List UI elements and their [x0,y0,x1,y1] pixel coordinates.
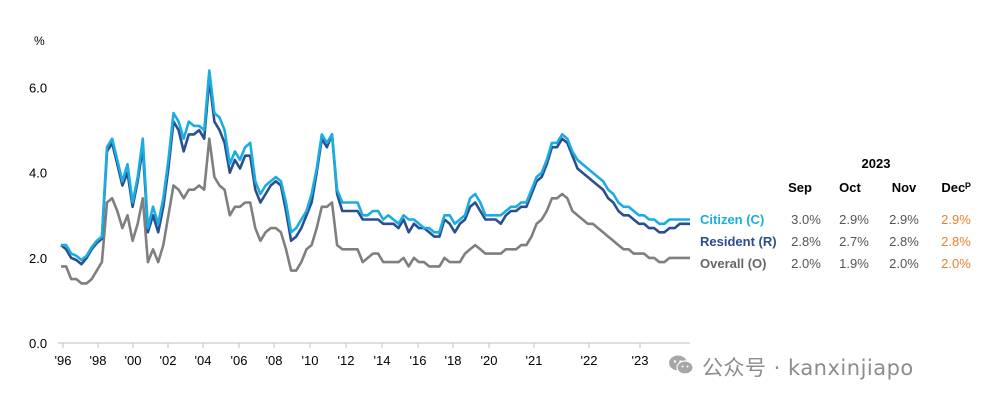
cell-r-sep: 2.8% [791,234,821,249]
cell-c-oct: 2.9% [839,212,869,227]
table-year: 2023 [862,156,891,171]
wechat-icon [669,355,694,375]
watermark-text: 公众号 · kanxinjiapo [702,356,914,380]
y-tick-label: 0.0 [29,336,47,351]
cell-r-nov: 2.8% [889,234,919,249]
cell-r-oct: 2.7% [839,234,869,249]
x-tick-label: '10 [302,353,319,368]
cell-o-dec: 2.0% [941,256,971,271]
x-tick-label: '04 [195,353,212,368]
x-axis-ticks: '96 '98 '00 '02 '04 '06 '08 '10 '12 '14 '16 '18 '20 '… [55,343,649,368]
x-tick-label: '02 [160,353,177,368]
table-col-nov: Nov [892,180,917,195]
x-tick-label: '96 [55,353,72,368]
x-tick-label: '06 [231,353,248,368]
x-tick-label: '16 [410,353,427,368]
x-tick-label: '98 [90,353,107,368]
x-tick-label: '23 [632,353,649,368]
table-col-sep: Sep [788,180,812,195]
cell-c-dec: 2.9% [941,212,971,227]
y-tick-label: 2.0 [29,251,47,266]
x-tick-label: '18 [445,353,462,368]
cell-o-oct: 1.9% [839,256,869,271]
series-line-overall [61,137,690,285]
table-col-oct: Oct [839,180,861,195]
series-line-resident [60,77,690,266]
x-tick-label: '22 [581,353,598,368]
watermark: 公众号 · kanxinjiapo [669,346,982,386]
x-tick-label: '12 [338,353,355,368]
series-line-citizen [61,69,690,262]
y-tick-label: 4.0 [29,166,47,181]
cell-r-dec: 2.8% [941,234,971,249]
cell-c-sep: 3.0% [791,212,821,227]
y-axis-ticks: 0.0 2.0 4.0 6.0 [29,81,47,351]
series-label-citizen: Citizen (C) [700,212,764,227]
x-tick-label: '14 [374,353,391,368]
x-tick-label: '08 [266,353,283,368]
series-label-overall: Overall (O) [700,256,766,271]
series-lines [60,69,690,285]
x-tick-label: '21 [526,353,543,368]
table-col-dec: Decᴾ [941,180,971,195]
cell-o-sep: 2.0% [791,256,821,271]
y-unit-label: % [34,34,45,48]
x-tick-label: '20 [481,353,498,368]
x-tick-label: '00 [125,353,142,368]
cell-o-nov: 2.0% [889,256,919,271]
y-tick-label: 6.0 [29,81,47,96]
series-label-resident: Resident (R) [700,234,777,249]
cell-c-nov: 2.9% [889,212,919,227]
